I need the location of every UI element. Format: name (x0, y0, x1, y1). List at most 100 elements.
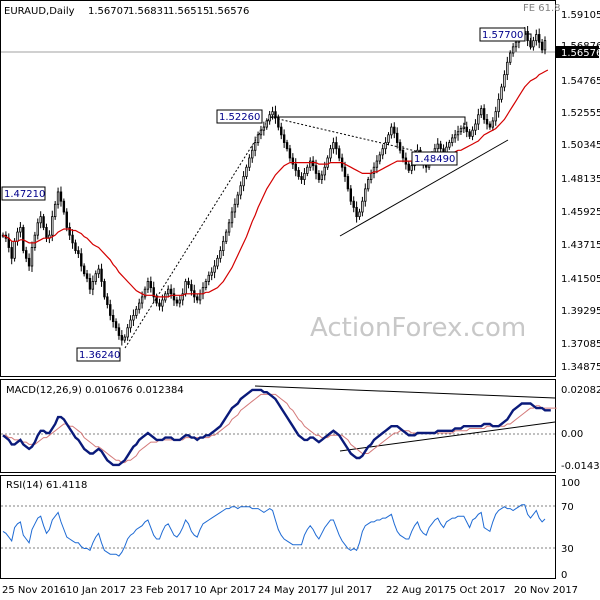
macd-resistance-line (254, 385, 556, 399)
level-1-48490: 1.48490 (411, 151, 458, 166)
macd-signal-line (3, 393, 557, 464)
rsi-line-path (2, 504, 546, 557)
macd-support-line (339, 421, 556, 452)
triangle-dashed-line (269, 116, 421, 153)
bull-candle (126, 327, 129, 338)
time-tick: 10 Apr 2017 (194, 585, 256, 596)
bear-candle (401, 149, 405, 159)
bull-candle (494, 111, 497, 122)
bull-candle (19, 227, 22, 233)
bull-candle (135, 308, 138, 316)
current-price-badge (556, 46, 599, 58)
chart-header: EURAUD,Daily 1.56707 1.56831 1.56515 1.5… (4, 3, 561, 17)
bull-candle (329, 148, 332, 159)
bull-candle (372, 166, 376, 174)
level-1-52260: 1.52260 (216, 109, 263, 124)
rsi-tick: 0 (561, 570, 567, 581)
macd-tick: 0.00 (561, 429, 583, 440)
macd-panel-frame (0, 379, 556, 473)
moving-average-line (2, 69, 549, 298)
bear-candle (277, 117, 280, 128)
rally-dashed-line (124, 116, 271, 349)
bull-candle (53, 203, 57, 218)
bear-candle (538, 34, 541, 43)
bull-candle (462, 126, 466, 130)
triangle-support-line (339, 139, 509, 237)
bull-candle (207, 274, 210, 282)
bear-candle (338, 148, 341, 159)
bear-candle (10, 247, 13, 259)
bull-candle (332, 142, 335, 150)
bull-candle (500, 86, 503, 100)
price-tick: 1.50345 (561, 140, 600, 151)
bull-candle (471, 129, 474, 137)
bull-candle (253, 142, 257, 151)
bull-candle (256, 134, 260, 143)
bear-candle (468, 131, 471, 137)
bear-candle (111, 315, 115, 322)
bull-candle (477, 114, 480, 125)
bear-candle (352, 200, 355, 208)
bull-candle (138, 302, 141, 310)
bear-candle (393, 126, 396, 134)
rsi-title: RSI(14) 61.4118 (6, 480, 87, 491)
bull-candle (248, 157, 251, 168)
bull-candle (390, 126, 393, 136)
bull-candle (323, 166, 326, 176)
time-tick: 10 Jan 2017 (66, 585, 126, 596)
bull-candle (451, 137, 454, 143)
bull-candle (216, 257, 219, 267)
price-tick: 1.43715 (561, 240, 600, 251)
fe-label: FE 61.8 (523, 3, 561, 14)
price-tick: 1.48135 (561, 174, 600, 185)
bull-candle (326, 157, 329, 168)
time-tick: 25 Nov 2016 (2, 585, 66, 596)
macd-tick: -0.014386 (561, 461, 600, 472)
bear-candle (45, 227, 48, 239)
bull-candle (474, 123, 477, 131)
level-1-36240: 1.36240 (76, 347, 121, 362)
bear-candle (152, 287, 155, 298)
bull-candle (358, 211, 361, 218)
time-tick: 7 Jul 2017 (322, 585, 372, 596)
bear-candle (158, 302, 161, 307)
bear-candle (317, 173, 321, 180)
bear-candle (195, 296, 199, 301)
bear-candle (288, 148, 292, 159)
bull-candle (91, 281, 95, 290)
bull-candle (233, 203, 237, 213)
bear-candle (485, 118, 489, 125)
close-value: 1.56576 (208, 6, 249, 17)
price-tick: 1.37085 (561, 339, 600, 350)
label-box (76, 347, 121, 362)
bull-candle (375, 160, 379, 168)
bull-candle (230, 211, 234, 224)
bull-candle (271, 111, 274, 116)
bear-candle (82, 265, 86, 275)
bull-candle (265, 120, 268, 128)
bull-candle (51, 216, 54, 236)
current-price-label: 1.56576 (561, 48, 600, 59)
bull-candle (532, 40, 535, 48)
bull-candle (514, 41, 518, 48)
bear-candle (68, 227, 71, 236)
bear-candle (106, 296, 109, 306)
bull-candle (184, 281, 187, 295)
bull-candle (198, 293, 202, 301)
resistance-line (270, 116, 466, 125)
bull-candle (361, 200, 364, 213)
bear-candle (349, 188, 353, 202)
bull-candle (161, 299, 164, 307)
bull-candle (543, 40, 547, 51)
bull-candle (16, 231, 19, 242)
bear-candle (71, 234, 74, 244)
bear-candle (22, 227, 25, 251)
candles (1, 26, 547, 346)
bull-candle (129, 319, 132, 329)
bull-candle (143, 288, 147, 298)
bull-candle (309, 160, 312, 168)
bull-candle (33, 234, 37, 248)
bull-candle (506, 61, 509, 76)
time-axis: 25 Nov 2016 10 Jan 2017 23 Feb 2017 10 A… (2, 585, 578, 596)
